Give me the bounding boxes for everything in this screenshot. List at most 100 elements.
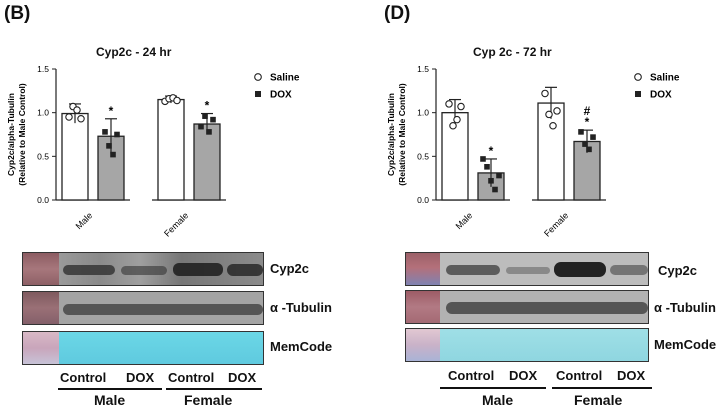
panel-d-tubulin-blot [405,290,649,324]
panel-b-tubulin-ladder [23,292,59,324]
panel-d-cyp2c-ladder [406,253,440,285]
panel-d-point-dox-male-2 [488,177,494,184]
panel-d-point-dox-male-0 [480,156,486,162]
panel-d-female-bracket [552,387,652,389]
panel-d-point-saline-female-2 [549,122,557,130]
panel-d-legend-label-saline: Saline [650,73,680,84]
panel-b-point-dox-male-3 [114,131,120,138]
panel-b-cyp2c-ladder [23,253,59,285]
panel-d-legend-marker-saline [634,73,642,81]
panel-b-y-axis-label-line-0: Cyp2c/alpha-Tubulin [6,93,16,176]
panel-d-memcode-ladder [406,329,440,361]
panel-b-point-saline-male-2 [73,106,81,114]
panel-d-tubulin-ladder [406,291,440,323]
panel-d-legend-label-dox: DOX [650,90,672,101]
panel-d-significance-dox-male-0: * [489,144,494,158]
panel-d-y-axis-label: Cyp2c/alpha-Tubulin(Relative to Male Con… [386,83,407,186]
panel-b-y-tick-label-0: 0.0 [37,195,49,205]
panel-d-x-tick-male: Male [454,210,475,231]
panel-d-point-dox-male-1 [484,164,490,170]
panel-b-y-axis-label: Cyp2c/alpha-Tubulin(Relative to Male Con… [6,83,27,186]
panel-d-point-saline-female-0 [541,89,549,98]
panel-d-bar-saline-female [537,102,565,201]
panel-b-y-axis-label-line-1: (Relative to Male Control) [17,83,27,186]
panel-d-point-dox-male-3 [492,186,498,193]
panel-d-point-saline-male-2 [453,115,461,124]
panel-d-point-dox-female-2 [586,146,592,153]
panel-b-bar-saline-female [157,98,185,201]
panel-b-legend-label-dox: DOX [270,90,292,101]
panel-d-lane-3: Control [556,368,603,383]
panel-b-point-dox-female-3 [210,116,216,123]
panel-d-tubulin-label: α -Tubulin [654,300,716,315]
panel-b-point-dox-male-2 [110,151,116,158]
panel-d-y-tick-label-0: 0.0 [417,195,429,205]
panel-d-x-tick-female: Female [542,210,570,238]
panel-d-point-dox-female-0 [578,129,584,135]
panel-d-group-male: Male [482,392,514,408]
panel-b-tubulin-label: α -Tubulin [270,300,332,315]
panel-d-male-bracket [440,387,546,389]
panel-b-point-dox-male-0 [102,129,108,135]
panel-b-lane-1: Control [60,370,107,385]
panel-b-male-bracket [58,388,162,390]
panel-d-y-axis-label-line-1: (Relative to Male Control) [397,83,407,186]
panel-b-group-male: Male [94,392,126,408]
panel-d-y-tick-label-3: 1.5 [417,64,429,74]
panel-b-point-dox-female-2 [206,129,212,135]
panel-d-cyp2c-blot [405,252,649,286]
panel-b-point-saline-male-0 [65,113,73,121]
panel-d-y-axis-label-line-0: Cyp2c/alpha-Tubulin [386,93,396,176]
panel-b-y-tick-label-2: 1.0 [37,108,49,118]
panel-b-bar-saline-male [61,112,89,201]
panel-b-point-dox-female-0 [198,123,204,130]
panel-b-legend-label-saline: Saline [270,73,300,84]
panel-d-memcode-blot [405,328,649,362]
panel-b-lane-4: DOX [228,370,257,385]
panel-d-significance-dox-female-1: * [585,115,590,129]
panel-b-bar-dox-female [193,123,221,201]
panel-b-cyp2c-blot [22,252,264,286]
panel-d-point-saline-male-0 [445,100,453,108]
panel-b-chart-title: Cyp2c - 24 hr [96,45,172,59]
panel-b-point-dox-female-1 [202,113,208,119]
panel-b-point-saline-female-3 [173,96,181,105]
panel-b-letter: (B) [4,3,31,24]
panel-b-legend-marker-dox [255,91,261,97]
panel-d-memcode-label: MemCode [654,337,717,352]
panel-d-point-saline-male-3 [457,102,465,111]
panel-b-memcode-label: MemCode [270,339,333,354]
panel-b-lane-3: Control [168,370,215,385]
panel-b-female-bracket [166,388,262,390]
panel-b-significance-dox-male-0: * [109,104,114,118]
panel-b-lane-2: DOX [126,370,155,385]
panel-d-point-dox-female-1 [582,141,588,147]
panel-d-significance-dox-female-0: # [584,104,591,118]
panel-d-chart-title: Cyp 2c - 72 hr [473,45,552,59]
panel-b-x-tick-male: Male [74,210,95,231]
panel-d-group-female: Female [574,392,623,408]
panel-d-lane-1: Control [448,368,495,383]
panel-b-y-tick-label-3: 1.5 [37,64,49,74]
panel-d-lane-4: DOX [617,368,646,383]
panel-b-significance-dox-female-0: * [205,99,210,113]
panel-d-bar-chart: Male Female 0.0 0.5 1.0 1.5 Cyp2c/alpha-Tubuli… [386,64,680,239]
panel-b-point-saline-male-3 [77,115,85,123]
panel-b-memcode-blot [22,331,264,365]
panel-b-cyp2c-label: Cyp2c [270,261,310,276]
panel-d-letter: (D) [384,3,411,24]
panel-d-lane-2: DOX [509,368,538,383]
panel-d-point-dox-male-4 [496,172,502,179]
panel-b-memcode-ladder [23,332,59,364]
panel-d-y-tick-label-2: 1.0 [417,108,429,118]
panel-b-bar-chart: Male Female 0.0 0.5 1.0 1.5 Cyp2c/alpha-Tubuli… [6,64,300,239]
panel-b-tubulin-blot [22,291,264,325]
panel-b-bar-dox-male [97,135,125,201]
panel-d-point-saline-male-1 [449,122,457,130]
panel-d-legend-marker-dox [635,91,641,97]
panel-b-group-female: Female [184,392,233,408]
panel-d-point-saline-female-1 [545,110,553,119]
panel-d-point-saline-female-3 [553,107,561,115]
panel-d-point-dox-female-3 [590,134,596,140]
panel-b-point-dox-male-1 [106,143,112,149]
